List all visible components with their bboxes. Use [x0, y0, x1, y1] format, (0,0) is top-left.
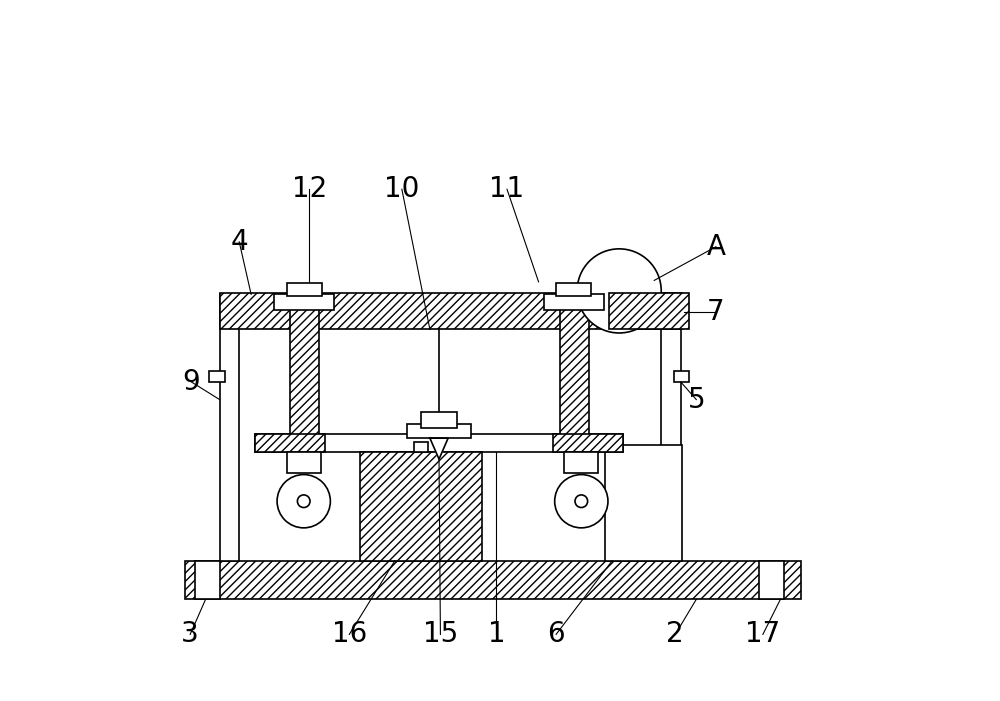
Text: 12: 12: [292, 175, 327, 203]
Text: 2: 2: [666, 620, 684, 648]
Text: 4: 4: [230, 228, 248, 256]
Text: 16: 16: [332, 620, 367, 648]
Bar: [414, 442, 428, 452]
Bar: [290, 305, 319, 445]
Bar: [553, 434, 623, 452]
Bar: [185, 561, 801, 599]
Text: 5: 5: [687, 386, 705, 414]
Circle shape: [277, 475, 330, 528]
Text: 15: 15: [423, 620, 458, 648]
Circle shape: [575, 495, 588, 508]
Bar: [287, 283, 322, 296]
Bar: [360, 452, 482, 561]
Bar: [195, 561, 220, 599]
Bar: [287, 452, 321, 473]
Text: 9: 9: [183, 368, 200, 396]
Text: A: A: [706, 233, 725, 261]
Text: 1: 1: [488, 620, 505, 648]
Bar: [564, 452, 598, 473]
Bar: [274, 294, 334, 310]
Bar: [255, 434, 623, 452]
Bar: [220, 294, 239, 561]
Bar: [605, 445, 682, 561]
Text: 11: 11: [489, 175, 525, 203]
Bar: [560, 305, 589, 445]
Bar: [220, 293, 682, 329]
Bar: [421, 412, 457, 428]
Text: 6: 6: [547, 620, 565, 648]
Circle shape: [297, 495, 310, 508]
Bar: [759, 561, 784, 599]
Polygon shape: [430, 438, 448, 459]
Bar: [544, 294, 604, 310]
Bar: [556, 283, 591, 296]
Circle shape: [555, 475, 608, 528]
Text: 17: 17: [745, 620, 780, 648]
Bar: [674, 371, 689, 382]
Text: 7: 7: [707, 298, 725, 326]
Circle shape: [577, 249, 661, 333]
Bar: [255, 434, 325, 452]
Bar: [661, 294, 681, 561]
Bar: [407, 424, 471, 438]
Text: 3: 3: [181, 620, 199, 648]
Bar: [609, 293, 689, 329]
Bar: [209, 371, 225, 382]
Text: 10: 10: [384, 175, 420, 203]
